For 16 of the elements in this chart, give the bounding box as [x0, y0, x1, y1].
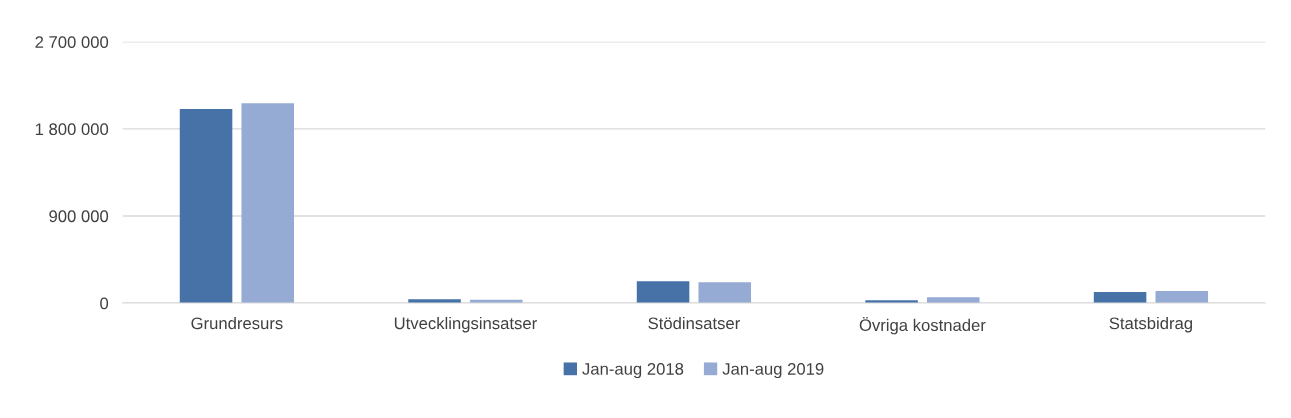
bar: [636, 281, 690, 304]
y-tick-label: 1 800 000: [35, 123, 109, 136]
bar: [698, 282, 752, 304]
y-tick-label: 0: [100, 297, 109, 310]
y-tick-label: 900 000: [49, 210, 109, 223]
x-tick-label: Statsbidrag: [1109, 316, 1193, 333]
bar: [179, 109, 233, 304]
x-tick-label: Grundresurs: [191, 316, 283, 330]
x-tick-label: Stödinsatser: [648, 316, 740, 330]
x-tick-label: Utvecklingsinsatser: [394, 316, 537, 333]
legend-label: Jan-aug 2018: [582, 362, 684, 379]
bar: [1155, 290, 1209, 304]
y-tick-label: 2 700 000: [35, 36, 109, 48]
legend-label: Jan-aug 2019: [722, 362, 824, 379]
bar: [241, 103, 295, 304]
x-tick-label: Övriga kostnader: [859, 316, 986, 335]
